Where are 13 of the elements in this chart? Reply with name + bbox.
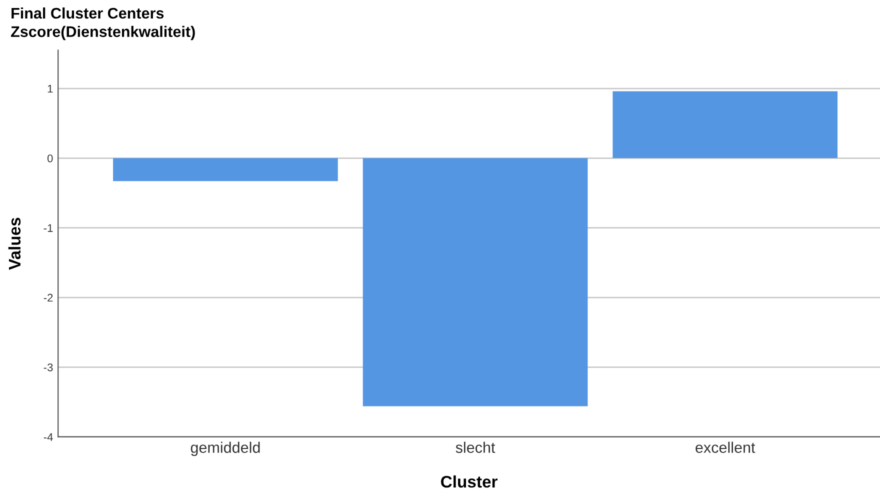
y-tick-label: -4 [44,433,53,441]
y-tick-label: -3 [44,363,53,372]
y-tick-label: 1 [48,84,53,93]
chart-subtitle: Zscore(Dienstenkwaliteit) [11,26,195,40]
x-tick-label: gemiddeld [190,442,260,456]
y-tick-label: 0 [47,154,53,162]
y-axis-title: Values [8,218,21,270]
x-tick-label: excellent [696,442,756,453]
y-tick-label: -2 [44,294,53,302]
x-axis-title: Cluster [441,475,498,488]
chart-title: Final Cluster Centers [12,7,164,19]
y-tick-label: -1 [44,224,53,232]
x-tick-label: slecht [456,442,496,453]
